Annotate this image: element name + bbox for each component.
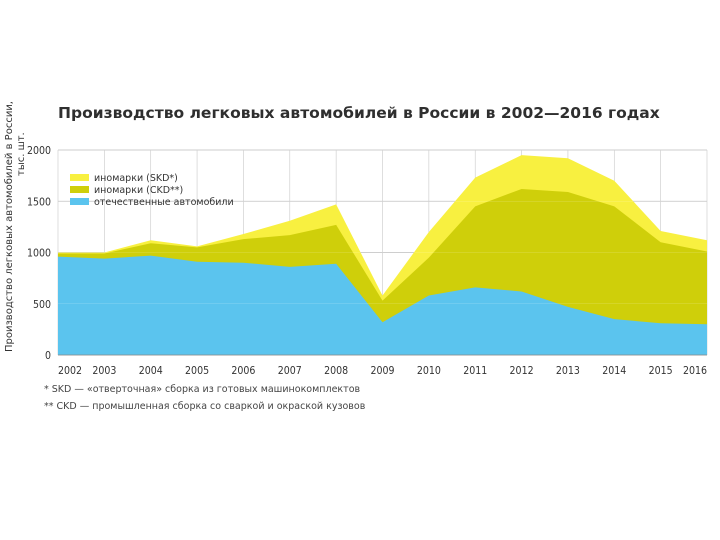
- legend-label-2: отечественные автомобили: [94, 197, 234, 208]
- x-tick-label-2002: 2002: [58, 365, 82, 377]
- axis-layer: 0 500 1000 1500 2000 2002 2003 2004 2005 2006 2007…: [27, 145, 707, 377]
- legend-swatch-2: [70, 198, 89, 205]
- x-tick-label-2007: 2007: [278, 365, 302, 377]
- x-tick-label-2010: 2010: [417, 365, 441, 377]
- y-tick-label-2000: 2000: [27, 145, 51, 157]
- footnote-skd: * SKD — «отверточная» сборка из готовых …: [44, 384, 361, 395]
- y-axis-title-line2: тыс. шт.: [16, 132, 27, 176]
- x-tick-label-2006: 2006: [231, 365, 255, 377]
- x-tick-label-2009: 2009: [370, 365, 394, 377]
- x-tick-label-2008: 2008: [324, 365, 348, 377]
- x-tick-label-2013: 2013: [556, 365, 580, 377]
- y-tick-label-500: 500: [33, 299, 51, 311]
- y-axis-title: Производство легковых автомобилей в Росс…: [4, 101, 27, 352]
- y-tick-label-1500: 1500: [27, 196, 51, 208]
- legend-layer: иномарки (SKD*)иномарки (CKD**)отечестве…: [70, 173, 234, 208]
- x-tick-label-2011: 2011: [463, 365, 487, 377]
- x-tick-label-2015: 2015: [649, 365, 673, 377]
- area-layer: [58, 149, 707, 355]
- legend-label-1: иномарки (CKD**): [94, 185, 183, 196]
- y-axis-title-line1: Производство легковых автомобилей в Росс…: [4, 101, 15, 352]
- area-series-0: [58, 255, 707, 355]
- chart-title: Производство легковых автомобилей в Росс…: [58, 104, 660, 122]
- x-tick-label-2014: 2014: [602, 365, 626, 377]
- y-tick-label-0: 0: [45, 350, 51, 362]
- y-tick-label-1000: 1000: [27, 248, 51, 260]
- x-tick-label-2004: 2004: [139, 365, 163, 377]
- x-tick-label-2005: 2005: [185, 365, 209, 377]
- x-tick-label-2016: 2016: [683, 365, 707, 377]
- legend-swatch-0: [70, 174, 89, 181]
- legend-swatch-1: [70, 186, 89, 193]
- legend-label-0: иномарки (SKD*): [94, 173, 178, 184]
- x-tick-label-2012: 2012: [510, 365, 534, 377]
- x-tick-label-2003: 2003: [92, 365, 116, 377]
- footnote-ckd: ** CKD — промышленная сборка со сваркой …: [44, 401, 366, 412]
